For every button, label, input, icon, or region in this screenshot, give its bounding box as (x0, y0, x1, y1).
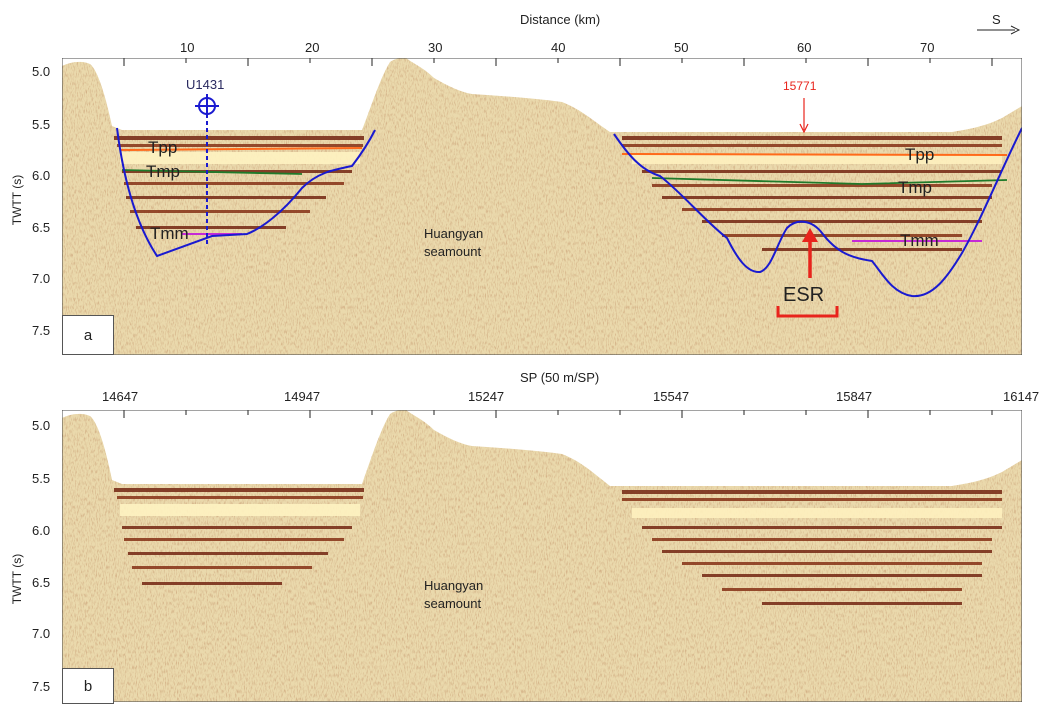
water-column (62, 58, 406, 130)
panel-b-y-tick: 6.5 (32, 575, 51, 590)
sp-15771-label: 15771 (783, 79, 817, 93)
esr-bracket (776, 306, 839, 318)
panel-a-x-tick-10: 10 (180, 40, 195, 55)
sediment-bands-right (622, 136, 1002, 251)
panel-a-x-tick-20: 20 (305, 40, 320, 55)
horizon-label-tmm-left: Tmm (150, 224, 189, 243)
esr-label: ESR (783, 284, 825, 306)
panel-a-y-tick: 7.5 (32, 323, 51, 338)
sediment-bands-left (114, 136, 364, 229)
seamount-label-a-line2: seamount (424, 244, 482, 259)
panel-b-x-tick: 15847 (836, 389, 873, 404)
seamount-label-b-line2: seamount (424, 596, 482, 611)
panel-b-seismic-section (62, 410, 1022, 702)
panel-a-x-tick-50: 50 (674, 40, 689, 55)
direction-label: S (992, 12, 1001, 27)
horizon-label-tmp-left: Tmp (146, 162, 180, 181)
panel-a-y-tick: 5.5 (32, 117, 51, 132)
panel-a-y-tick: 6.5 (32, 220, 51, 235)
panel-b-y-tick: 5.5 (32, 471, 51, 486)
well-u1431-label: U1431 (186, 77, 225, 92)
panel-b-tag: b (62, 668, 114, 704)
panel-a-x-tick-60: 60 (797, 40, 812, 55)
panel-b-y-tick: 7.0 (32, 626, 51, 641)
horizon-tmp-left (121, 169, 303, 175)
panel-b-y-axis-title: TWTT (s) (10, 553, 25, 605)
horizon-label-tpp-right: Tpp (905, 145, 935, 164)
panel-b-y-tick: 5.0 (32, 418, 51, 433)
acoustic-basement-left (116, 127, 376, 258)
panel-b-x-tick: 14947 (284, 389, 321, 404)
horizon-label-tpp-left: Tpp (148, 138, 178, 157)
panel-b-y-tick: 6.0 (32, 523, 51, 538)
panel-b-x-axis-title: SP (50 m/SP) (520, 370, 600, 385)
panel-a-y-tick: 6.0 (32, 168, 51, 183)
panel-b-x-tick: 15247 (468, 389, 505, 404)
seamount-label-b-line1: Huangyan (424, 578, 484, 593)
seamount-label-a-line1: Huangyan (424, 226, 484, 241)
horizon-label-tmp-right: Tmp (898, 178, 932, 197)
panel-a-y-axis-title: TWTT (s) (10, 174, 25, 226)
panel-a-x-axis-title: Distance (km) (520, 12, 601, 27)
panel-a-x-tick-40: 40 (551, 40, 566, 55)
horizon-tpp-left (119, 147, 363, 151)
acoustic-basement-right (613, 127, 1022, 298)
horizon-label-tmm-right: Tmm (900, 231, 939, 250)
horizon-tmp-right (651, 177, 1008, 185)
panel-b-x-tick: 15547 (653, 389, 690, 404)
panel-a-tag: a (62, 315, 114, 355)
panel-b-x-tick: 14647 (102, 389, 139, 404)
horizon-tpp-right (621, 153, 1008, 156)
panel-b-y-tick: 7.5 (32, 679, 51, 694)
panel-b-x-tick: 16147 (1003, 389, 1040, 404)
panel-a-y-tick: 5.0 (32, 64, 51, 79)
panel-a-x-tick-70: 70 (920, 40, 935, 55)
direction-arrow-icon (977, 25, 1021, 35)
panel-a-seismic-section (62, 58, 1022, 355)
panel-a-y-tick: 7.0 (32, 271, 51, 286)
panel-a-x-tick-30: 30 (428, 40, 443, 55)
